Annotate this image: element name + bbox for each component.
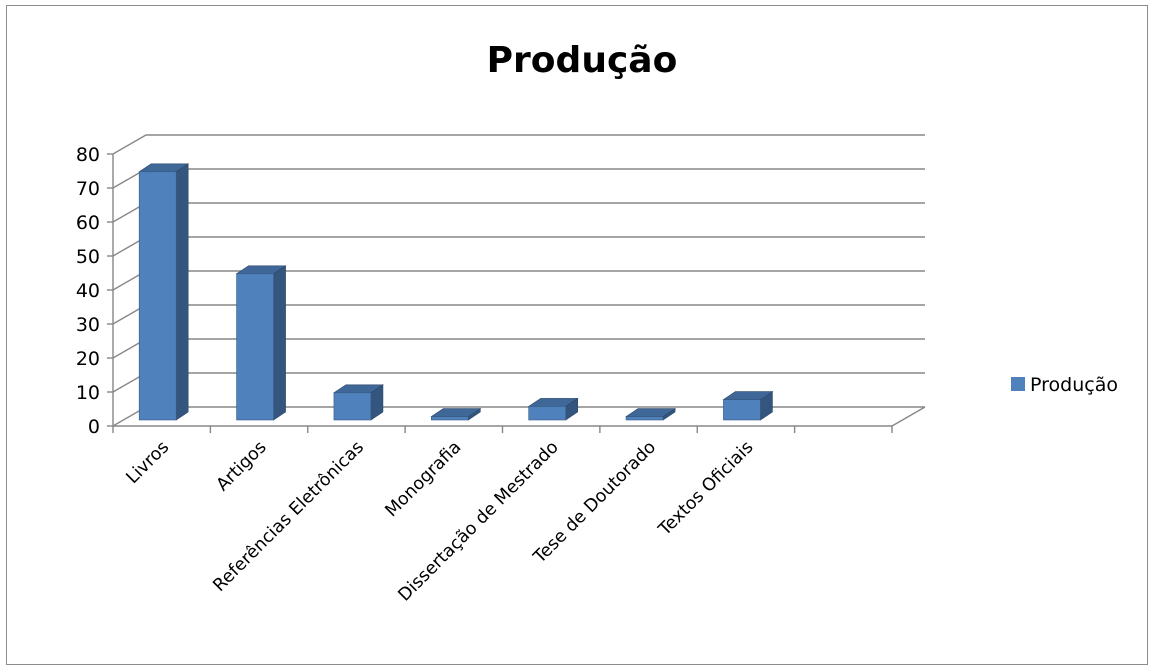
y-tick-label: 40 <box>76 280 100 302</box>
x-tick-label: Livros <box>123 437 174 488</box>
bar <box>332 384 384 421</box>
axes <box>107 153 926 433</box>
gridline <box>112 338 925 359</box>
y-tick-label: 10 <box>76 382 100 404</box>
bars <box>138 163 774 421</box>
bar <box>235 265 287 421</box>
x-tick-label: Artigos <box>213 437 271 495</box>
y-tick-label: 0 <box>88 416 100 438</box>
bar-front <box>528 406 566 421</box>
bar-side <box>175 163 189 421</box>
gridline <box>112 372 925 393</box>
y-tick-label: 70 <box>76 178 100 200</box>
x-tick-label: Dissertação de Mestrado <box>395 437 563 605</box>
bar-front <box>333 392 372 421</box>
legend-swatch <box>1011 377 1025 391</box>
gridline <box>112 168 925 189</box>
bar-front <box>431 416 469 421</box>
y-tick-label: 50 <box>76 246 100 268</box>
bar <box>430 408 482 421</box>
x-tick-label: Textos Oficiais <box>654 437 757 540</box>
gridline <box>112 202 925 223</box>
gridline <box>112 134 925 155</box>
gridline <box>112 304 925 325</box>
bar <box>138 163 190 421</box>
bar-front <box>723 399 761 421</box>
floor-right-edge <box>891 406 926 427</box>
y-tick-label: 60 <box>76 212 100 234</box>
bar-front <box>625 416 664 421</box>
y-axis-tick-labels: 0 10 20 30 40 50 60 70 80 <box>76 144 100 438</box>
legend-label: Produção <box>1030 374 1118 396</box>
legend: Produção <box>1011 374 1118 396</box>
gridlines <box>112 134 925 427</box>
bar <box>625 408 677 421</box>
y-tick-label: 30 <box>76 314 100 336</box>
bar <box>527 397 579 421</box>
y-tick-label: 20 <box>76 348 100 370</box>
bar-front <box>138 171 177 421</box>
chart-frame <box>6 5 1148 665</box>
gridline <box>112 270 925 291</box>
bar-front <box>236 273 274 421</box>
bar-side <box>273 265 286 421</box>
chart-title: Produção <box>487 40 678 81</box>
gridline <box>112 236 925 257</box>
x-tick-label: Monografia <box>382 437 466 521</box>
bar <box>722 391 774 421</box>
gridline <box>112 406 925 427</box>
y-tick-label: 80 <box>76 144 100 166</box>
